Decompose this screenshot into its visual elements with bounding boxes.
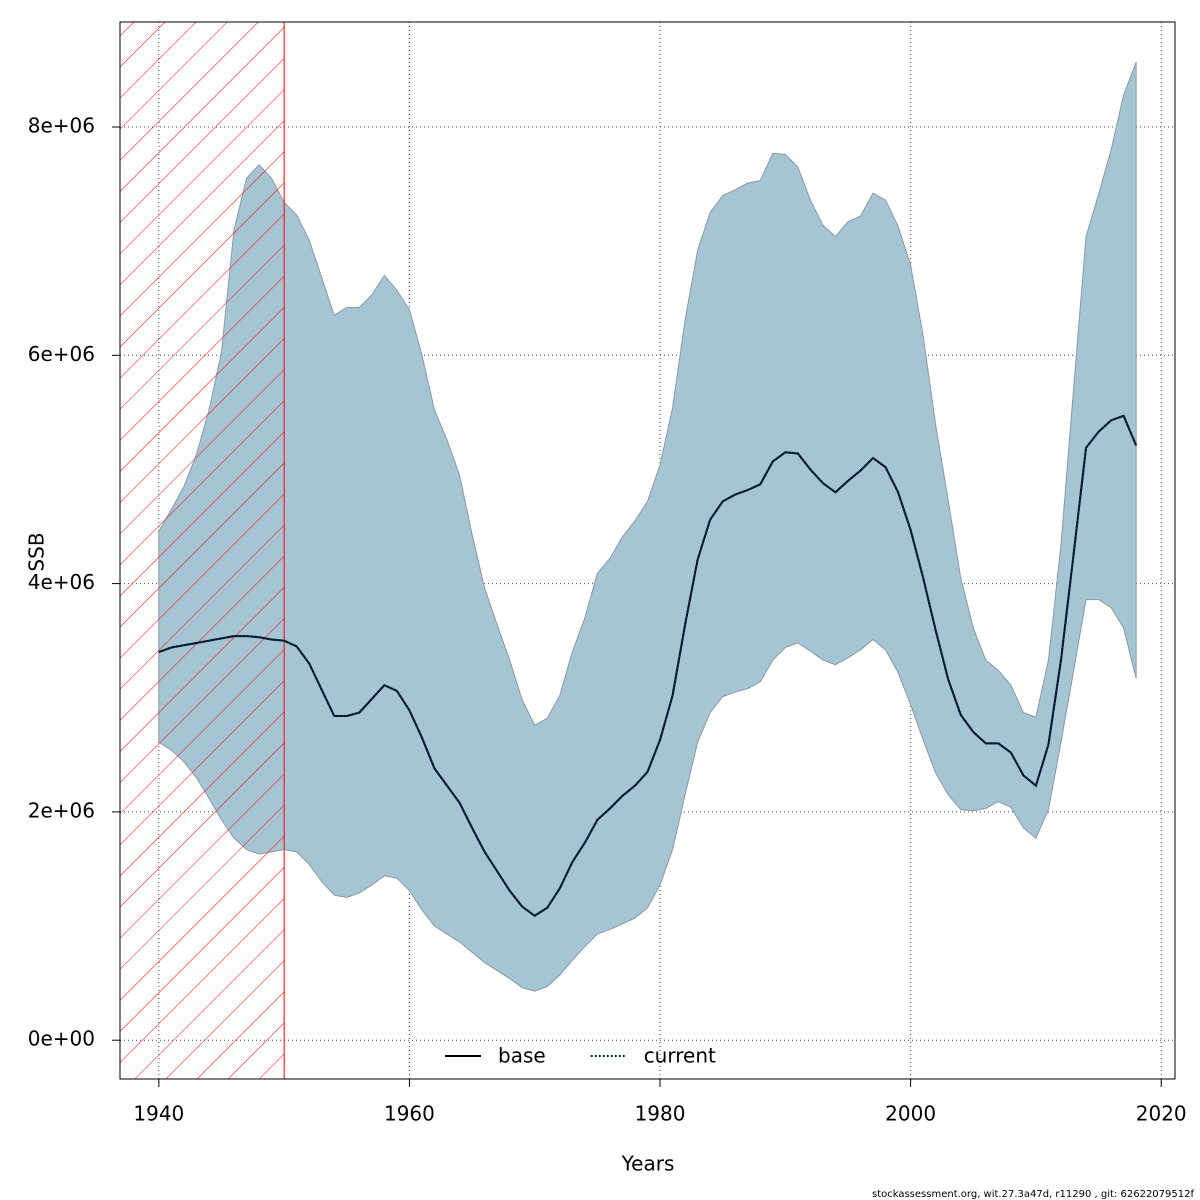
plot-frame bbox=[119, 21, 1176, 1080]
legend-label: base bbox=[498, 1044, 546, 1068]
series-line bbox=[158, 414, 1138, 917]
x-tick-label: 2000 bbox=[885, 1102, 936, 1126]
x-tick-label: 2020 bbox=[1136, 1102, 1187, 1126]
x-tick-label: 1980 bbox=[635, 1102, 686, 1126]
confidence-band bbox=[158, 61, 1137, 992]
x-tick-label: 1960 bbox=[384, 1102, 435, 1126]
footer: stockassessment.org, wit.27.3a47d, r1129… bbox=[872, 1189, 1194, 1200]
y-tick-label: 0e+00 bbox=[28, 1027, 95, 1051]
y-axis-label: SSB bbox=[25, 532, 49, 571]
hatched-region bbox=[119, 21, 285, 1080]
y-tick-label: 4e+06 bbox=[28, 570, 95, 594]
y-tick-label: 8e+06 bbox=[28, 114, 95, 138]
x-axis-label: Years bbox=[621, 1152, 675, 1176]
y-tick-label: 6e+06 bbox=[28, 342, 95, 366]
legend-label: current bbox=[644, 1044, 716, 1068]
x-tick-label: 1940 bbox=[133, 1102, 184, 1126]
y-tick-label: 2e+06 bbox=[28, 798, 95, 822]
